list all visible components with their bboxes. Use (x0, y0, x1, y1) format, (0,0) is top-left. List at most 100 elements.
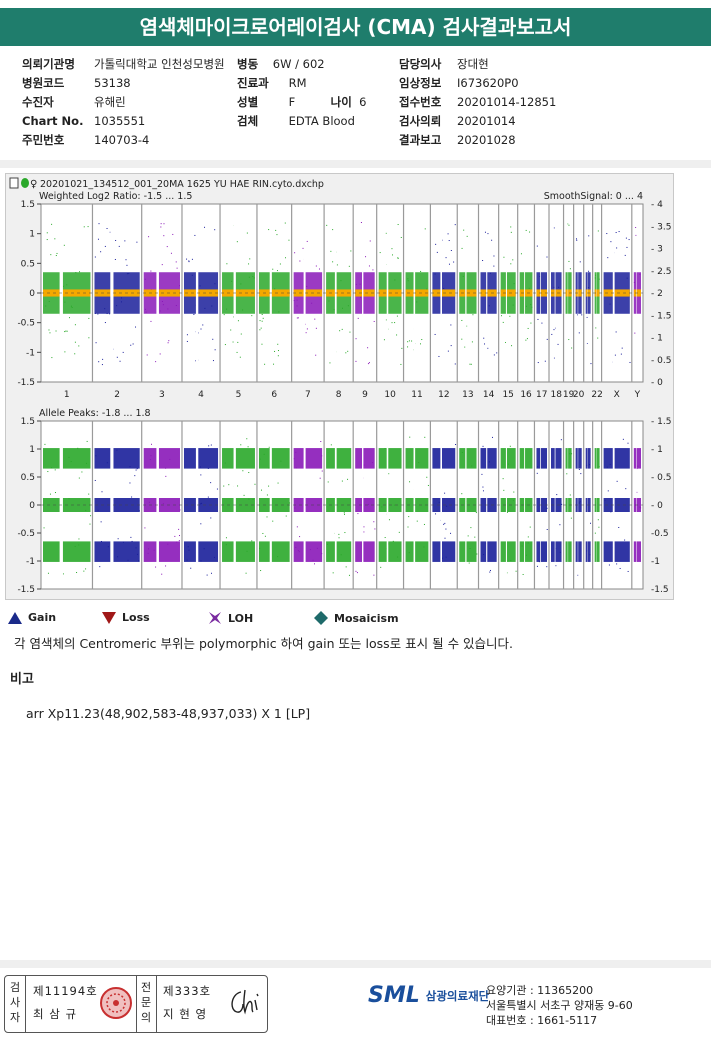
chromosome-data (565, 205, 573, 381)
right-tick-label: - 1.5 (651, 417, 671, 427)
y-tick-label: -1.5 (17, 585, 35, 595)
ward-value: 6W / 602 (272, 57, 325, 71)
y-tick-label: 0.5 (21, 473, 35, 483)
order-info-value: 20201028 (457, 133, 516, 147)
specimen-label: 검체 (237, 114, 259, 128)
report-title: 염색체마이크로어레이검사 (CMA) 검사결과보고서 (0, 8, 711, 46)
order-info-row: 접수번호 20201014-12851 (399, 93, 556, 112)
org-name: 삼광의료재단 (425, 988, 490, 1003)
patient-info-label: 수진자 (22, 95, 54, 109)
loh-star-icon (209, 612, 221, 624)
chromosome-label: 7 (305, 390, 311, 400)
result-text: arr Xp11.23(48,902,583-48,937,033) X 1 [… (26, 706, 311, 721)
order-info-label: 접수번호 (399, 95, 442, 109)
chromosome-data (94, 422, 140, 588)
right-tick-label: - 1.5 (651, 311, 671, 321)
file-status-icon (9, 177, 29, 189)
signature-icon (231, 989, 259, 1015)
inspector-name: 최 삼 규 (33, 1007, 78, 1021)
y-tick-label: 0 (29, 501, 35, 511)
order-info-row: 검사의뢰 20201014 (399, 112, 556, 131)
sml-logo-text: SML (368, 983, 420, 1008)
chromosome-data (551, 205, 562, 381)
log2-ratio-panel (37, 203, 644, 383)
chromosome-label: 13 (462, 390, 473, 400)
smooth-signal-title: SmoothSignal: 0 ... 4 (544, 191, 643, 202)
order-info-value: 20201014-12851 (457, 95, 557, 109)
seal-stamp-icon (100, 987, 132, 1019)
order-info-value: I673620P0 (457, 76, 519, 90)
legend-loss: Loss (102, 611, 150, 624)
sex-label: 성별 (237, 95, 259, 109)
address-line: 서울특별시 서초구 양재동 9-60 (486, 999, 633, 1012)
patient-info-label: 병원코드 (22, 76, 65, 90)
chromosome-label: 20 (573, 390, 585, 400)
right-tick-label: - 0 (651, 501, 663, 511)
chromosome-label: 14 (483, 390, 495, 400)
y-tick-label: 1.5 (21, 417, 35, 427)
y-tick-label: 1 (29, 445, 35, 455)
chromosome-data (293, 422, 323, 588)
patient-info-value: 가톨릭대학교 인천성모병원 (94, 57, 225, 71)
order-info-row: 담당의사 장대현 (399, 55, 556, 74)
chromosome-label: 5 (236, 390, 242, 400)
remarks-heading: 비고 (10, 672, 34, 687)
order-info-label: 검사의뢰 (399, 114, 442, 128)
order-info-label: 임상정보 (399, 76, 442, 90)
right-tick-label: -1.5 (651, 585, 669, 595)
patient-info-value: 유해린 (94, 95, 126, 109)
chromosome-data (432, 422, 457, 588)
sml-logo: SML 삼광의료재단 (368, 983, 489, 1008)
specialist-license: 제333호 (163, 984, 212, 998)
order-info-value: 20201014 (457, 114, 516, 128)
y-tick-label: 1 (29, 230, 35, 240)
log2-ratio-title: Weighted Log2 Ratio: -1.5 ... 1.5 (39, 191, 192, 202)
right-tick-label: - 0.5 (651, 473, 671, 483)
chromosome-data (355, 422, 376, 588)
patient-info-row: 수진자 유해린 (22, 93, 225, 112)
chromosome-label: 2 (114, 390, 120, 400)
legend-loh: LOH (208, 611, 253, 625)
specialist-name: 지 현 영 (163, 1007, 208, 1021)
org-address: 요양기관 : 11365200 서울특별시 서초구 양재동 9-60 대표번호 … (486, 983, 633, 1028)
chromosome-label: 6 (271, 390, 277, 400)
patient-info-value: 140703-4 (94, 133, 150, 147)
patient-info-row: 병원코드 53138 (22, 74, 225, 93)
chromosome-data (519, 205, 533, 381)
right-tick-label: - 2 (651, 289, 663, 299)
patient-info-row: Chart No. 1035551 (22, 112, 225, 131)
cma-plot-panel: ♀ 20201021_134512_001_20MA 1625 YU HAE RI… (5, 173, 674, 600)
chromosome-label: 15 (502, 390, 513, 400)
patient-info-label: 주민번호 (22, 133, 65, 147)
chromosome-label: 9 (362, 390, 368, 400)
legend-mosaicism: Mosaicism (314, 611, 399, 625)
legend-loh-label: LOH (228, 611, 254, 625)
chromosome-label: 19 (563, 390, 575, 400)
chromosome-data (565, 422, 573, 588)
patient-info-value: 53138 (94, 76, 131, 90)
chromosome-label: 22 (591, 390, 602, 400)
footer-divider (0, 960, 711, 968)
y-tick-label: -1 (26, 348, 35, 358)
chromosome-data (551, 422, 563, 588)
chromosome-label: 17 (536, 390, 547, 400)
inspector-license: 제11194호 (33, 984, 98, 998)
gain-triangle-icon (8, 611, 22, 624)
chromosome-label: 3 (159, 390, 165, 400)
right-tick-label: - 1 (651, 445, 663, 455)
right-tick-label: - 0.5 (651, 356, 671, 366)
chromosome-data (594, 205, 600, 381)
right-tick-label: - 3 (651, 245, 663, 255)
info-column-left: 의뢰기관명 가톨릭대학교 인천성모병원 병원코드 53138 수진자 유해린 Chart N… (22, 55, 225, 150)
phone-line: 대표번호 : 1661-5117 (486, 1014, 598, 1027)
order-info-value: 장대현 (457, 57, 489, 71)
chromosome-label: 1 (64, 390, 70, 400)
chromosome-label: 16 (520, 390, 532, 400)
y-tick-label: -1 (26, 557, 35, 567)
chromosome-label: 10 (384, 390, 396, 400)
right-tick-label: - 4 (651, 200, 663, 210)
mosaicism-diamond-icon (314, 611, 328, 625)
y-tick-label: 1.5 (21, 200, 35, 210)
